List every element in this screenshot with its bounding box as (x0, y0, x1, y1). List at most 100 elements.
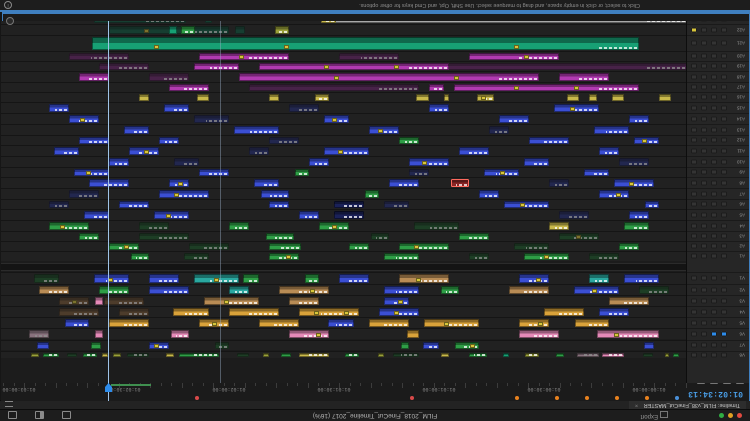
clip[interactable] (597, 330, 659, 338)
clip-marker-badge[interactable] (576, 235, 581, 239)
clip[interactable] (91, 342, 101, 349)
clip[interactable] (459, 147, 489, 155)
clip[interactable] (237, 353, 249, 357)
track-header-A20[interactable]: A20 (687, 51, 749, 61)
clip[interactable] (43, 353, 59, 357)
clip-marker-badge[interactable] (614, 333, 619, 337)
mute-button[interactable] (701, 276, 707, 281)
clip[interactable] (409, 158, 449, 166)
track-header-A21[interactable]: A21 (687, 35, 749, 51)
clip[interactable] (469, 53, 559, 60)
clip[interactable] (69, 53, 129, 60)
clip[interactable] (416, 94, 429, 101)
clip[interactable] (166, 353, 174, 357)
clip[interactable] (149, 73, 189, 81)
track-target-button[interactable] (721, 54, 727, 59)
clip[interactable] (299, 308, 359, 316)
clip[interactable] (67, 353, 77, 357)
clip[interactable] (624, 274, 659, 283)
clip[interactable] (584, 169, 609, 176)
clip-marker-badge[interactable] (314, 311, 319, 315)
clip-marker-badge[interactable] (154, 344, 159, 348)
clip[interactable] (407, 330, 419, 338)
clip[interactable] (69, 190, 99, 198)
clip-marker-badge[interactable] (514, 86, 519, 90)
clip[interactable] (269, 94, 279, 101)
clip[interactable] (469, 253, 489, 260)
clip[interactable] (99, 286, 129, 294)
track-target-button[interactable] (721, 64, 727, 69)
track-target-button[interactable] (721, 343, 727, 348)
clip[interactable] (324, 115, 349, 123)
clip[interactable] (629, 115, 649, 123)
timeline-tab[interactable]: Timeline: FILM_v38_FineCut_MASTER × (628, 401, 746, 409)
clip[interactable] (389, 179, 419, 187)
mute-button[interactable] (701, 352, 707, 358)
clip[interactable] (229, 286, 249, 294)
clip[interactable] (215, 342, 229, 349)
clip[interactable] (639, 286, 669, 294)
mute-button[interactable] (701, 212, 707, 218)
clip[interactable] (339, 274, 369, 283)
clip[interactable] (334, 211, 364, 219)
clip[interactable] (554, 104, 599, 112)
solo-button[interactable] (691, 170, 697, 175)
clip[interactable] (261, 190, 289, 198)
clip-marker-badge[interactable] (212, 322, 217, 326)
clip[interactable] (229, 308, 279, 316)
mute-button[interactable] (701, 254, 707, 259)
track-target-button[interactable] (721, 234, 727, 239)
clip[interactable] (95, 297, 103, 305)
clip-marker-badge[interactable] (394, 65, 399, 69)
track-header-V5[interactable]: V5 (687, 317, 749, 328)
clip[interactable] (609, 297, 649, 305)
solo-button[interactable] (691, 343, 697, 348)
clip[interactable] (59, 308, 99, 316)
clip[interactable] (181, 26, 195, 34)
clip-marker-badge[interactable] (286, 255, 291, 259)
solo-button[interactable] (691, 298, 697, 304)
clip[interactable] (371, 233, 389, 240)
clip[interactable] (328, 319, 354, 327)
track-target-button[interactable] (721, 352, 727, 358)
mute-button[interactable] (701, 234, 707, 239)
solo-button[interactable] (691, 180, 697, 186)
clip[interactable] (559, 233, 599, 240)
clip[interactable] (119, 308, 149, 316)
clip[interactable] (401, 342, 409, 349)
clip-marker-badge[interactable] (154, 45, 159, 49)
solo-button[interactable] (691, 276, 697, 281)
track-target-button[interactable] (721, 127, 727, 133)
clip[interactable] (575, 319, 609, 327)
sequence-marker[interactable] (515, 396, 519, 400)
clip-marker-badge[interactable] (214, 278, 219, 282)
track-target-button[interactable] (721, 159, 727, 165)
clip-marker-badge[interactable] (166, 214, 171, 218)
solo-button[interactable] (691, 27, 697, 33)
clip[interactable] (199, 53, 289, 60)
mute-button[interactable] (701, 244, 707, 249)
track-header-A10[interactable]: A10 (687, 156, 749, 167)
solo-button[interactable] (691, 148, 697, 154)
track-lock-icon[interactable] (711, 27, 717, 33)
clip[interactable] (49, 222, 89, 230)
track-target-button[interactable] (721, 27, 727, 33)
clip-marker-badge[interactable] (500, 171, 505, 175)
clip[interactable] (194, 115, 229, 123)
clip[interactable] (199, 169, 229, 176)
clip[interactable] (589, 274, 609, 283)
clip[interactable] (477, 94, 494, 101)
clip[interactable] (263, 353, 269, 357)
track-target-button[interactable] (721, 254, 727, 259)
track-header-V6[interactable]: V6 (687, 328, 749, 339)
clip[interactable] (305, 274, 319, 283)
clip[interactable] (184, 253, 209, 260)
track-lock-icon[interactable] (711, 138, 717, 143)
clip[interactable] (334, 201, 364, 208)
clip-marker-badge[interactable] (174, 193, 179, 197)
solo-button[interactable] (691, 212, 697, 218)
solo-button[interactable] (691, 202, 697, 207)
clip[interactable] (104, 297, 144, 305)
track-target-button[interactable] (721, 320, 727, 326)
solo-button[interactable] (691, 54, 697, 59)
